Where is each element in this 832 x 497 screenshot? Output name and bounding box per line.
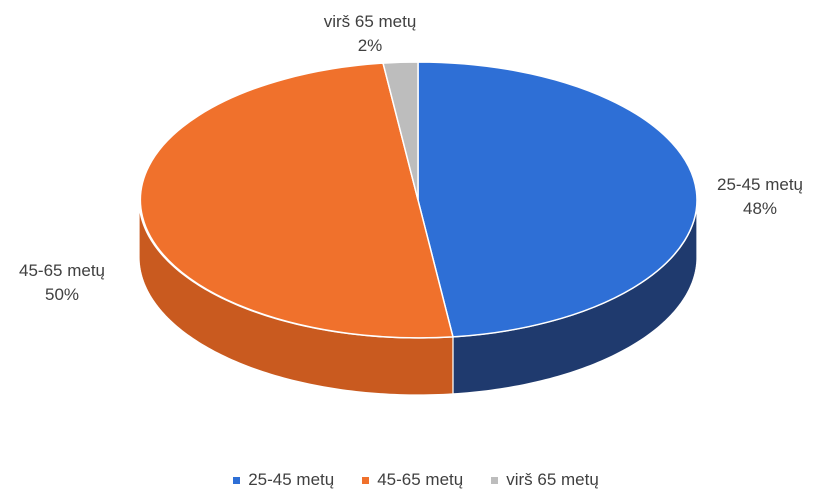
pie-tops: [139, 61, 698, 339]
legend-item-45-65[interactable]: 45-65 metų: [362, 470, 463, 490]
pie-labels: 25-45 metų 48% 45-65 metų 50% virš 65 metų 2%: [19, 12, 803, 304]
legend-item-25-45[interactable]: 25-45 metų: [233, 470, 334, 490]
legend-item-over-65[interactable]: virš 65 metų: [491, 470, 599, 490]
legend-swatch-25-45: [233, 476, 241, 484]
legend-swatch-over-65: [491, 476, 499, 484]
data-label-value-45-65: 50%: [45, 285, 79, 304]
data-label-name-45-65: 45-65 metų: [19, 261, 105, 280]
data-label-value-over-65: 2%: [358, 36, 383, 55]
legend-label-25-45: 25-45 metų: [248, 470, 335, 489]
chart-legend: 25-45 metų 45-65 metų virš 65 metų: [0, 470, 832, 490]
data-label-value-25-45: 48%: [743, 199, 777, 218]
pie-slice-45-65[interactable]: [139, 62, 454, 339]
legend-label-45-65: 45-65 metų: [377, 470, 464, 489]
pie-slice-over-65[interactable]: [382, 61, 419, 201]
data-label-name-25-45: 25-45 metų: [717, 175, 803, 194]
legend-label-over-65: virš 65 metų: [506, 470, 599, 489]
pie-slice-25-45[interactable]: [417, 61, 698, 338]
data-label-name-over-65: virš 65 metų: [324, 12, 417, 31]
legend-swatch-45-65: [362, 476, 370, 484]
